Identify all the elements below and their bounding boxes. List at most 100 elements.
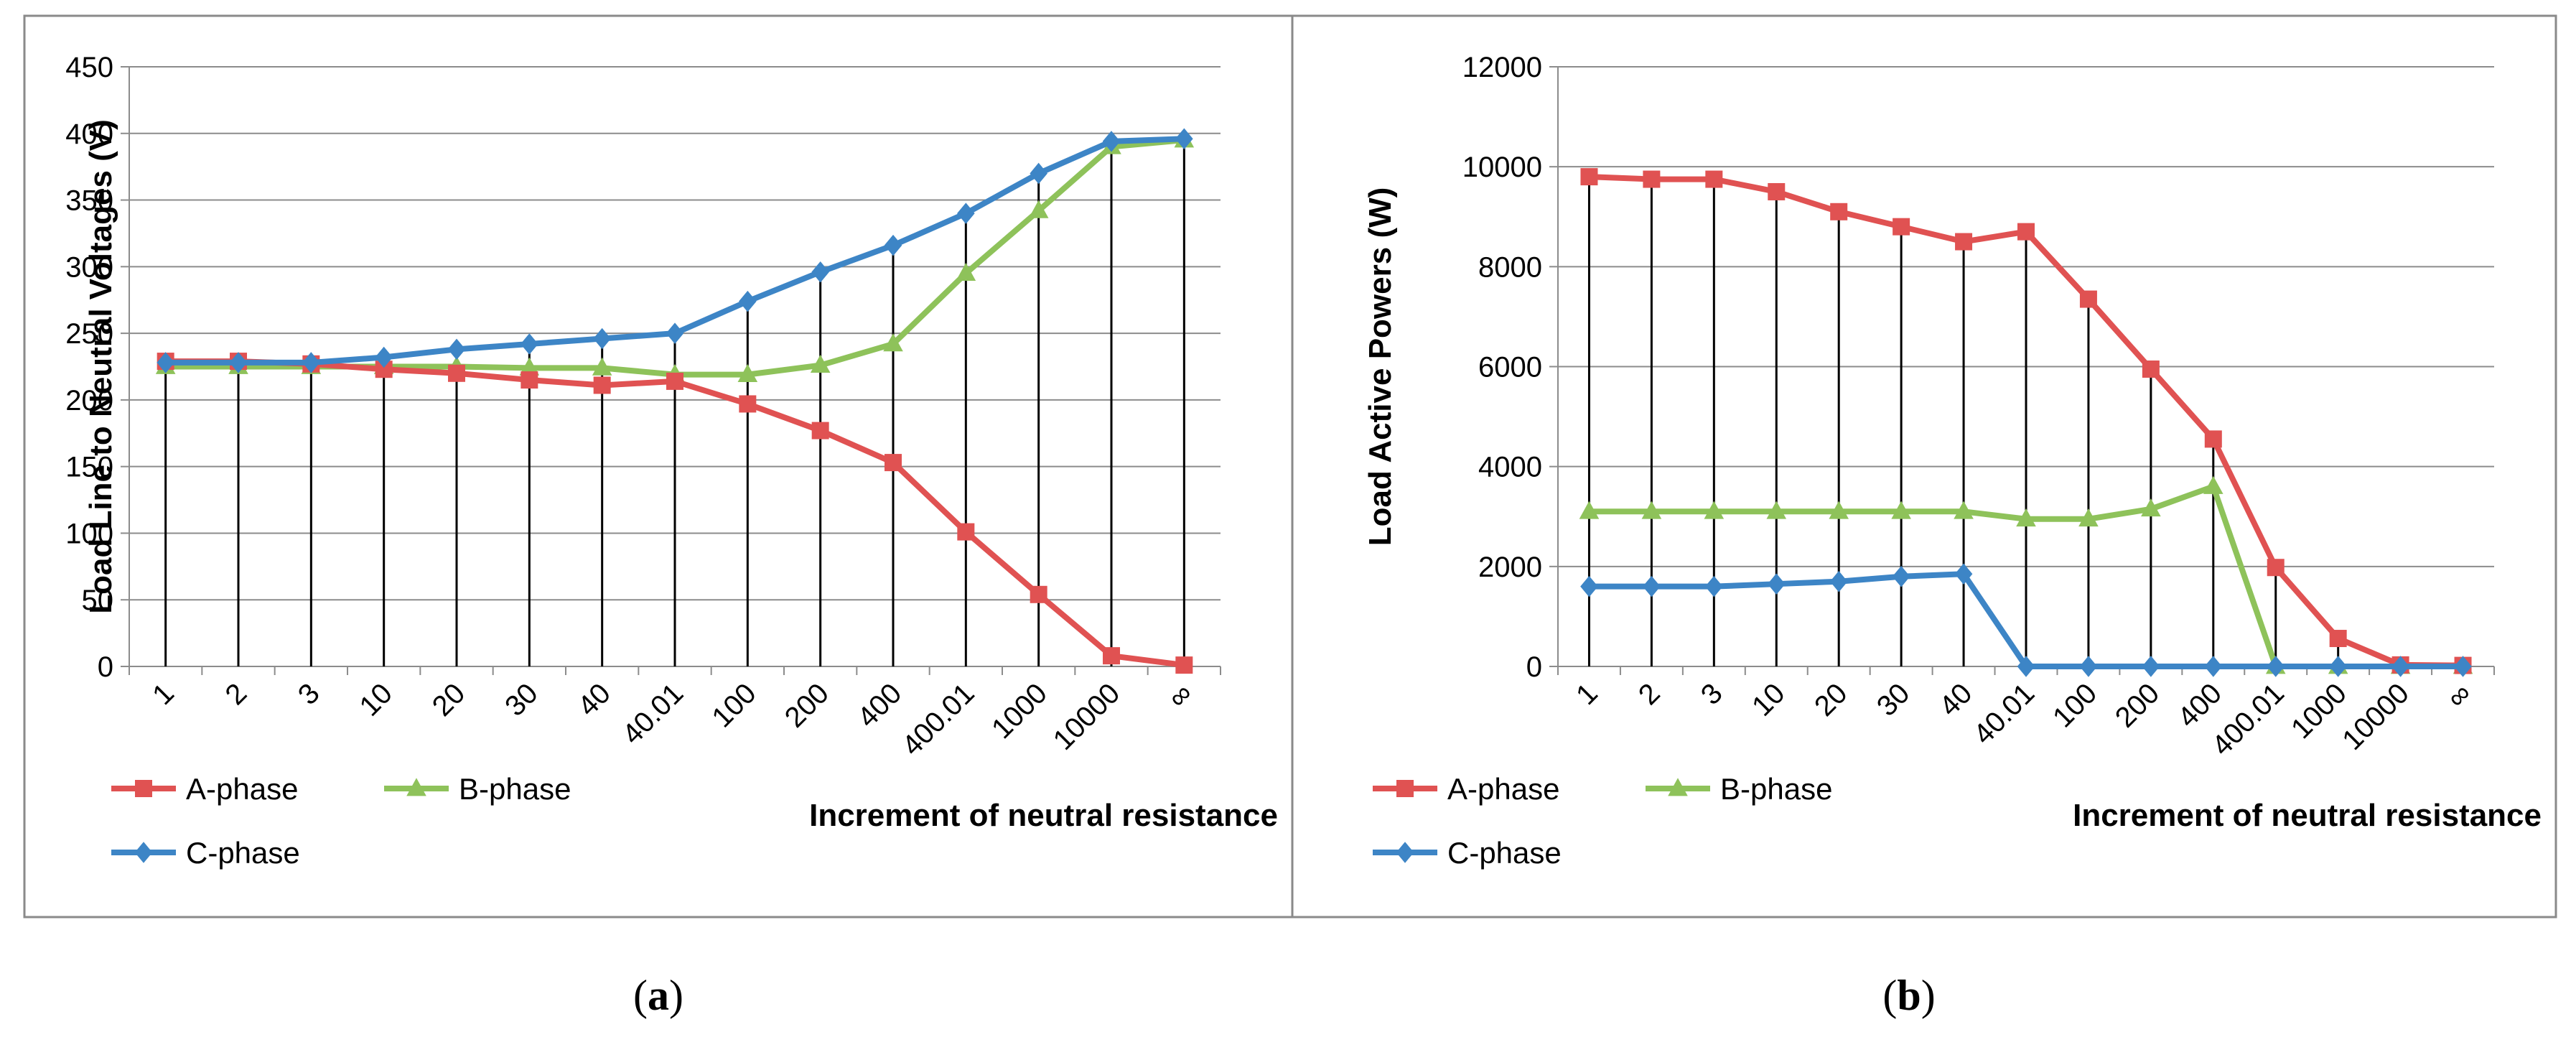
point-b-A-phase-9 bbox=[2142, 360, 2160, 378]
legend-label-b-C-phase: C-phase bbox=[1447, 836, 1562, 870]
outer-frame bbox=[23, 14, 2557, 919]
point-a-B-phase-6 bbox=[592, 357, 612, 376]
x-tick-label-a-9: 200 bbox=[779, 677, 835, 733]
y-tick-label-b-4: 8000 bbox=[1478, 251, 1542, 283]
point-a-A-phase-8 bbox=[739, 395, 757, 413]
point-a-C-phase-2 bbox=[302, 352, 320, 373]
y-tick-label-b-2: 4000 bbox=[1478, 452, 1542, 483]
caption-b-close: ) bbox=[1921, 972, 1936, 1019]
point-a-A-phase-13 bbox=[1103, 647, 1120, 665]
point-b-A-phase-11 bbox=[2267, 559, 2285, 577]
point-a-C-phase-0 bbox=[157, 352, 174, 373]
point-a-C-phase-1 bbox=[229, 352, 248, 373]
x-tick-label-a-10: 400 bbox=[851, 677, 907, 733]
x-tick-label-b-4: 20 bbox=[1809, 677, 1854, 722]
legend-label-b-A-phase: A-phase bbox=[1447, 772, 1559, 806]
x-tick-label-a-2: 3 bbox=[292, 677, 326, 711]
y-tick-label-a-3: 150 bbox=[65, 452, 113, 483]
x-tick-label-a-1: 2 bbox=[220, 677, 253, 711]
legend-item-b-B-phase: B-phase bbox=[1646, 772, 1832, 806]
x-tick-label-b-9: 200 bbox=[2109, 677, 2165, 733]
point-a-C-phase-6 bbox=[593, 327, 611, 350]
legend-marker-a-A-phase bbox=[135, 780, 152, 797]
x-tick-label-b-1: 2 bbox=[1633, 677, 1666, 711]
x-tick-label-b-5: 30 bbox=[1871, 677, 1916, 722]
legend-marker-a-B-phase bbox=[406, 778, 426, 796]
point-b-B-phase-6 bbox=[1954, 501, 1974, 519]
y-axis-title-a: Load Line to Neutral Voltages (V) bbox=[83, 119, 118, 614]
point-b-C-phase-10 bbox=[2204, 656, 2223, 677]
legend-item-a-B-phase: B-phase bbox=[384, 772, 571, 806]
x-tick-label-b-14: ∞ bbox=[2441, 677, 2478, 714]
y-tick-label-a-7: 350 bbox=[65, 185, 113, 217]
point-b-A-phase-10 bbox=[2204, 430, 2222, 448]
point-a-A-phase-10 bbox=[885, 454, 902, 472]
y-tick-label-a-9: 450 bbox=[65, 52, 113, 83]
point-a-A-phase-6 bbox=[593, 376, 611, 394]
point-b-A-phase-7 bbox=[2017, 223, 2035, 241]
point-b-B-phase-10 bbox=[2203, 475, 2223, 494]
caption-a: (a) bbox=[633, 972, 683, 1019]
legend-label-a-A-phase: A-phase bbox=[186, 772, 298, 806]
x-tick-label-b-8: 100 bbox=[2047, 677, 2103, 733]
point-a-B-phase-8 bbox=[737, 363, 758, 382]
x-tick-label-b-3: 10 bbox=[1746, 677, 1791, 722]
point-a-C-phase-13 bbox=[1102, 131, 1121, 152]
point-a-C-phase-9 bbox=[811, 261, 829, 283]
x-tick-label-a-4: 20 bbox=[426, 677, 472, 722]
point-b-C-phase-11 bbox=[2267, 656, 2285, 677]
point-b-A-phase-8 bbox=[2079, 290, 2097, 308]
point-a-C-phase-11 bbox=[957, 203, 975, 224]
point-b-B-phase-2 bbox=[1704, 501, 1725, 519]
point-a-C-phase-5 bbox=[521, 333, 538, 355]
y-axis-title-b: Load Active Powers (W) bbox=[1363, 187, 1398, 547]
point-b-C-phase-3 bbox=[1767, 573, 1786, 595]
point-b-C-phase-13 bbox=[2391, 656, 2409, 677]
point-a-A-phase-7 bbox=[666, 372, 683, 390]
point-a-B-phase-10 bbox=[883, 333, 903, 352]
point-a-A-phase-9 bbox=[811, 422, 829, 440]
legend-item-b-A-phase: A-phase bbox=[1373, 772, 1559, 806]
y-tick-label-a-2: 100 bbox=[65, 518, 113, 549]
x-axis-title-a: Increment of neutral resistance bbox=[809, 798, 1278, 833]
point-b-C-phase-5 bbox=[1892, 565, 1910, 587]
point-b-A-phase-0 bbox=[1580, 168, 1598, 186]
point-b-B-phase-0 bbox=[1579, 501, 1600, 519]
point-b-A-phase-4 bbox=[1830, 203, 1848, 220]
point-b-A-phase-12 bbox=[2329, 630, 2347, 648]
point-a-A-phase-14 bbox=[1175, 656, 1193, 674]
point-b-B-phase-7 bbox=[2016, 508, 2036, 527]
legend-label-a-C-phase: C-phase bbox=[186, 836, 300, 870]
legend-item-b-C-phase: C-phase bbox=[1373, 836, 1562, 870]
point-b-B-phase-5 bbox=[1891, 501, 1911, 519]
caption-a-open: ( bbox=[633, 972, 648, 1019]
x-tick-label-a-14: ∞ bbox=[1162, 677, 1198, 714]
legend-b: A-phase B-phase C-phase bbox=[1373, 772, 1832, 870]
x-tick-label-a-5: 30 bbox=[499, 677, 544, 722]
point-a-A-phase-5 bbox=[521, 371, 538, 389]
x-tick-label-a-7: 40.01 bbox=[616, 677, 689, 750]
point-a-A-phase-11 bbox=[957, 523, 975, 541]
point-b-C-phase-4 bbox=[1829, 570, 1848, 592]
point-b-A-phase-5 bbox=[1893, 218, 1910, 236]
point-a-A-phase-12 bbox=[1030, 585, 1047, 603]
x-tick-label-a-0: 1 bbox=[146, 677, 180, 711]
point-b-B-phase-1 bbox=[1641, 501, 1662, 519]
y-tick-label-a-6: 300 bbox=[65, 251, 113, 283]
point-a-C-phase-4 bbox=[447, 338, 466, 361]
point-a-C-phase-7 bbox=[666, 322, 684, 344]
x-tick-label-a-13: 10000 bbox=[1047, 677, 1126, 756]
point-b-B-phase-8 bbox=[2078, 508, 2099, 527]
x-tick-label-a-3: 10 bbox=[353, 677, 398, 722]
point-b-C-phase-1 bbox=[1643, 575, 1661, 597]
y-tick-label-b-6: 12000 bbox=[1462, 52, 1542, 83]
point-a-B-phase-12 bbox=[1028, 200, 1049, 218]
y-tick-label-a-8: 400 bbox=[65, 118, 113, 150]
y-tick-label-b-1: 2000 bbox=[1478, 552, 1542, 583]
y-tick-label-a-0: 0 bbox=[98, 651, 113, 683]
point-a-C-phase-14 bbox=[1175, 128, 1193, 149]
legend-marker-b-B-phase bbox=[1668, 778, 1688, 796]
point-b-A-phase-1 bbox=[1643, 170, 1661, 188]
